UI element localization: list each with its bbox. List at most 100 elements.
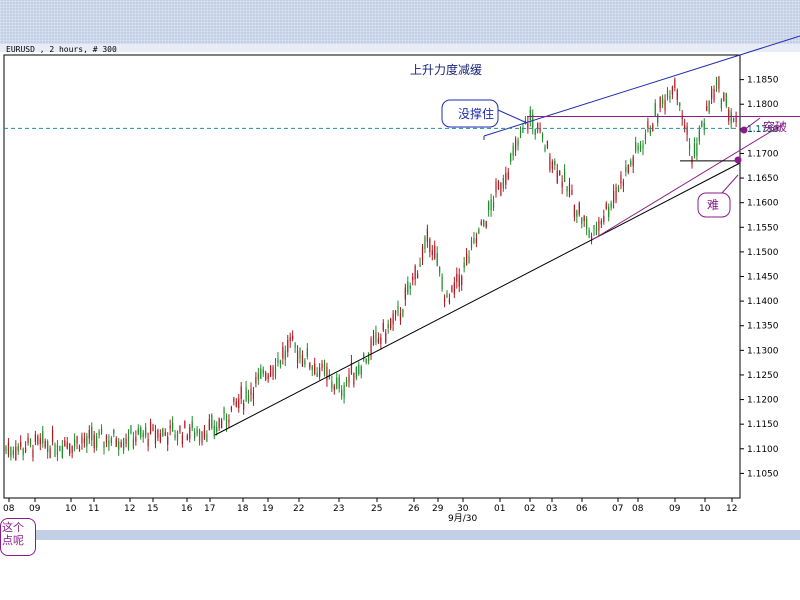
candle-body (659, 97, 661, 108)
candle-body (688, 144, 691, 150)
price-tick-label: 1.1150 (747, 420, 779, 430)
current-price-label: 1.1751 (747, 124, 779, 134)
candle-body (363, 353, 365, 360)
candle-body (544, 146, 546, 152)
candle-body (137, 428, 139, 435)
candle-body (635, 142, 637, 152)
candle-body (693, 143, 696, 156)
candle-body (595, 228, 598, 236)
candle-body (201, 431, 203, 443)
candle-body (573, 204, 575, 218)
candle-body (735, 115, 737, 123)
candle-body (76, 436, 78, 444)
price-tick-label: 1.1400 (747, 297, 779, 307)
candle-body (211, 414, 213, 428)
candle-body (539, 128, 541, 132)
candle-body (414, 265, 416, 280)
candle-body (29, 439, 32, 445)
candle-body (103, 441, 105, 448)
candle-body (135, 436, 137, 442)
candle-body (603, 215, 605, 222)
candle-body (407, 281, 409, 294)
candle-body (458, 274, 460, 287)
candle-body (54, 444, 56, 457)
candle-body (620, 174, 622, 184)
candle-body (277, 358, 279, 363)
candle-body (625, 166, 627, 172)
candle-body (451, 286, 453, 293)
candle-body (586, 218, 588, 229)
support-trendline (214, 162, 741, 436)
chart-window[interactable] (0, 52, 800, 530)
candle-body (66, 442, 68, 449)
candle-body (473, 238, 475, 243)
candle-body (32, 449, 34, 458)
candle-body (172, 422, 174, 432)
candle-body (10, 446, 12, 458)
candle-body (429, 239, 431, 253)
candle-body (282, 346, 284, 359)
candle-body (711, 88, 713, 99)
candle-body (426, 228, 428, 242)
candle-body (639, 144, 642, 151)
bottom-scroll-band[interactable] (0, 530, 800, 540)
candle-body (328, 374, 330, 380)
candle-body (358, 365, 360, 374)
date-tick-label: 08 (3, 504, 15, 514)
candle-body (461, 276, 463, 285)
candle-body (140, 427, 142, 438)
candle-body (676, 90, 678, 100)
date-tick-label: 29 (432, 504, 444, 514)
candle-body (270, 366, 272, 377)
candle-body (556, 170, 558, 183)
price-tick-label: 1.1250 (747, 371, 779, 381)
date-tick-label: 26 (408, 504, 420, 514)
title-strip (0, 44, 800, 52)
date-tick-label: 25 (371, 504, 382, 514)
candle-body (343, 384, 345, 398)
candle-body (287, 340, 289, 353)
candle-body (51, 429, 54, 443)
candle-body (613, 191, 615, 203)
candle-body (617, 187, 620, 192)
candle-body (554, 160, 556, 166)
candle-body (331, 381, 333, 389)
candle-body (216, 426, 218, 432)
candle-body (162, 428, 164, 437)
date-tick-label: 01 (494, 504, 505, 514)
candle-body (323, 364, 326, 376)
callout-resistance-text: 没撑住 (458, 106, 494, 121)
candle-body (341, 390, 343, 397)
corner-note-line2: 点呢 (2, 534, 24, 547)
candle-body (497, 180, 500, 190)
candle-body (74, 439, 76, 447)
candle-body (417, 273, 419, 279)
breakout-pointer (743, 117, 761, 131)
candle-body (110, 438, 112, 444)
candle-body (345, 379, 348, 386)
chart-title: 上升力度减缓 (410, 62, 482, 77)
inner-trendline (591, 122, 786, 241)
candle-body (157, 429, 159, 438)
candle-body (235, 401, 237, 407)
candle-body (385, 332, 387, 343)
candle-body (500, 182, 502, 196)
candle-body (490, 199, 492, 211)
date-tick-label: 23 (333, 504, 344, 514)
candle-body (37, 436, 39, 444)
candle-body (392, 313, 394, 325)
date-tick-label: 10 (699, 504, 711, 514)
candle-body (365, 358, 367, 363)
candle-body (83, 438, 85, 444)
candle-body (397, 305, 399, 314)
candle-body (27, 437, 29, 443)
candle-body (69, 443, 71, 454)
candle-body (424, 236, 426, 249)
date-tick-label: 16 (181, 504, 193, 514)
candle-body (387, 323, 389, 328)
candle-body (142, 432, 144, 438)
breakout-label: 突破 (763, 119, 787, 134)
candle-body (34, 434, 36, 443)
date-tick-label: 06 (576, 504, 588, 514)
candle-body (196, 429, 198, 434)
